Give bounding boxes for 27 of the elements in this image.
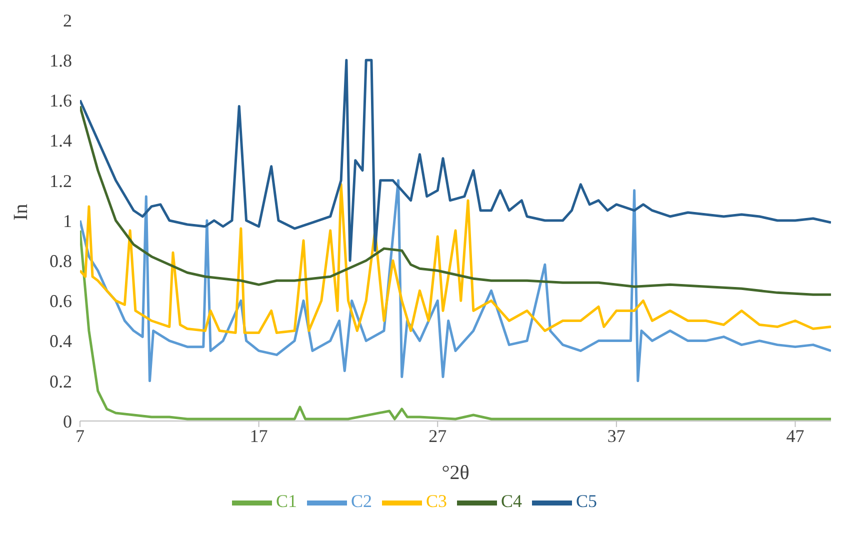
- y-tick-label: 0.6: [50, 291, 72, 312]
- line-series: [80, 58, 831, 262]
- y-tick-label: 1: [63, 210, 72, 231]
- y-tick-label: 1.4: [50, 130, 72, 151]
- x-tick-label: 7: [76, 426, 84, 446]
- y-tick-label: 0.8: [50, 250, 72, 271]
- y-tick-label: 0: [63, 411, 72, 432]
- legend-label: C1: [276, 491, 297, 512]
- y-tick-label: 2: [63, 10, 72, 30]
- x-tick-label: 17: [250, 426, 268, 446]
- x-axis-title: °2θ: [442, 462, 470, 484]
- y-tick-label: 1.6: [50, 90, 72, 111]
- line-series: [80, 179, 831, 382]
- legend-label: C2: [350, 491, 372, 512]
- y-tick-label: 0.2: [50, 371, 72, 392]
- x-tick-label: 37: [607, 426, 626, 446]
- y-tick-label: 0.4: [50, 331, 72, 352]
- line-series: [80, 183, 831, 334]
- legend-label: C3: [426, 491, 447, 512]
- line-series: [80, 104, 831, 296]
- y-tick-label: 1.8: [50, 50, 72, 70]
- x-tick-label: 27: [428, 426, 447, 446]
- y-tick-label: 1.2: [50, 170, 72, 191]
- legend-label: C5: [576, 491, 598, 512]
- x-tick-label: 47: [786, 426, 804, 446]
- legend-label: C4: [501, 491, 522, 512]
- y-axis-title: In: [10, 204, 32, 220]
